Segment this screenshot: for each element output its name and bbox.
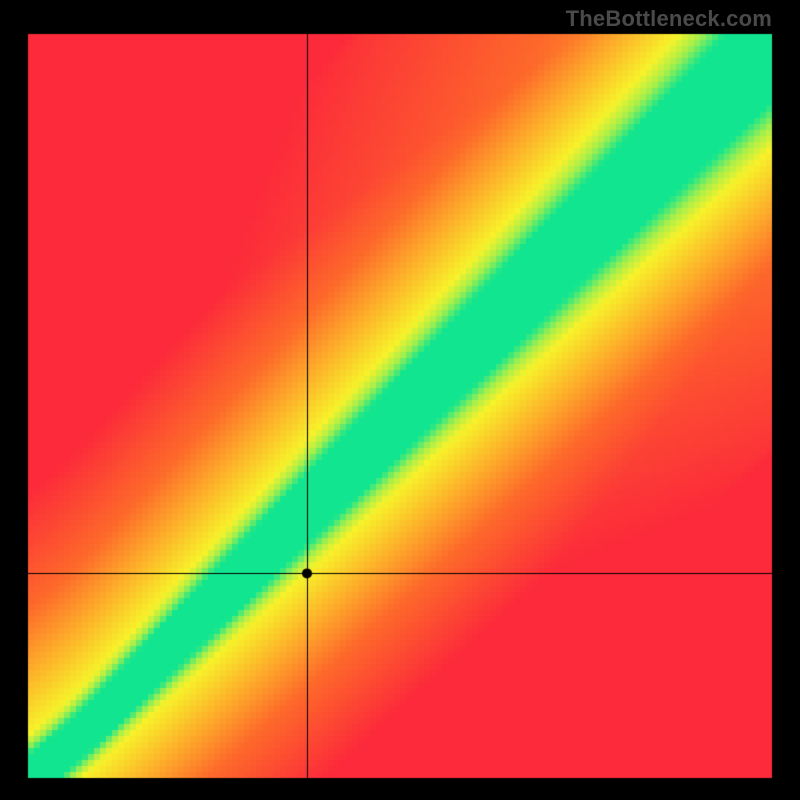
chart-container: TheBottleneck.com xyxy=(0,0,800,800)
watermark-text: TheBottleneck.com xyxy=(566,6,772,32)
heatmap-canvas xyxy=(0,0,800,800)
